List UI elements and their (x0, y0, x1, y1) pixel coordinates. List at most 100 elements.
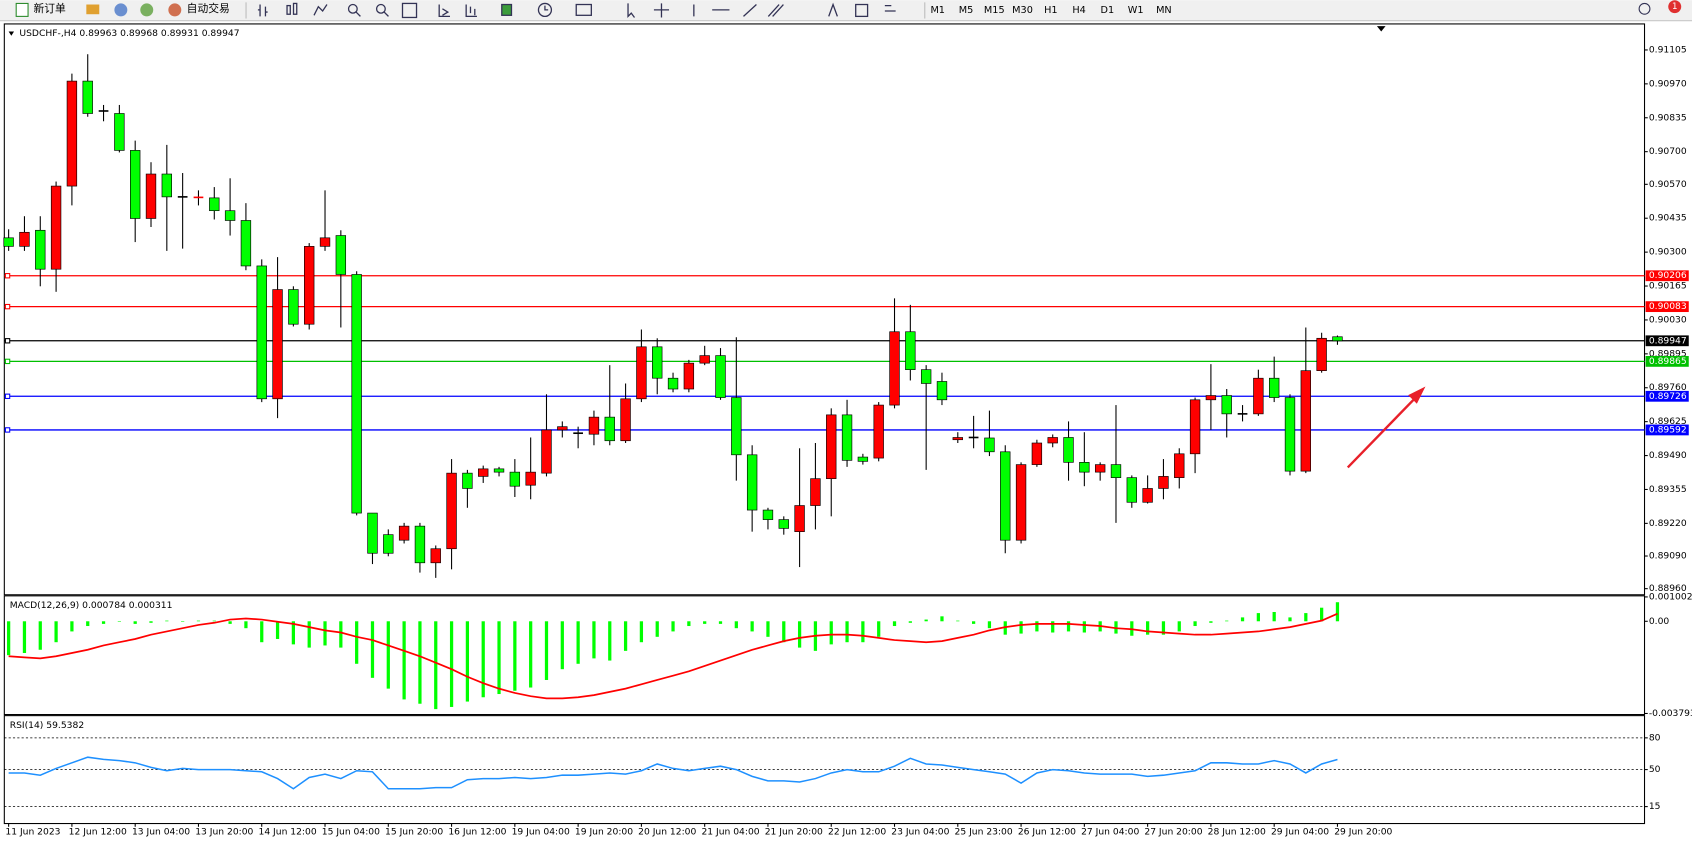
y-tick-label: 0.89355 (1649, 484, 1687, 495)
candle-body (936, 381, 948, 401)
candle-body (889, 331, 900, 406)
macd-bar (1209, 621, 1213, 623)
candle-body (905, 331, 916, 370)
candle-body (699, 355, 710, 364)
timeframe-button[interactable]: M15 (984, 5, 1005, 16)
candle-body (1094, 464, 1106, 473)
candle-body (778, 519, 789, 529)
macd-bar (1240, 617, 1245, 622)
candle-body (351, 274, 362, 514)
macd-bar (829, 621, 833, 645)
annotation-arrow (1346, 391, 1423, 469)
search-icon[interactable] (1638, 2, 1651, 15)
candle-body (1158, 476, 1169, 489)
macd-bar (655, 621, 659, 637)
macd-bar (1082, 621, 1086, 633)
timeframe-button[interactable]: MN (1156, 5, 1172, 16)
timeframe-button[interactable]: M5 (959, 5, 974, 16)
price-level-handle (4, 393, 11, 399)
macd-bar (418, 621, 422, 704)
rsi-line (8, 756, 1338, 790)
macd-bar (1335, 602, 1340, 622)
toolbar: 新订单 自动交易 M1 M5 M15 M30 H1 H4 D1 W1 MN (0, 0, 1692, 22)
y-tick-label: 0.89625 (1649, 416, 1687, 427)
candle-body (952, 437, 963, 441)
candle-body (304, 246, 315, 325)
y-tick-label: -0.003793 (1649, 708, 1692, 719)
timeframe-button[interactable]: W1 (1128, 5, 1144, 16)
y-tick-label: 0.90300 (1649, 247, 1687, 258)
macd-bar (940, 616, 944, 622)
x-tick-label: 21 Jun 04:00 (701, 827, 759, 838)
macd-bar (117, 621, 121, 622)
new-order-icon[interactable] (15, 2, 29, 17)
timeframe-button[interactable]: M30 (1012, 5, 1033, 16)
macd-bar (1161, 621, 1166, 635)
candle-body (430, 548, 441, 564)
candle-body (35, 229, 46, 270)
icon[interactable] (114, 3, 128, 17)
icon[interactable] (140, 3, 154, 17)
macd-bar (149, 621, 153, 623)
candle-body (683, 362, 695, 390)
candle-body (1316, 337, 1327, 371)
macd-bar (497, 621, 501, 695)
candle-body (493, 468, 505, 473)
auto-trading-button[interactable]: 自动交易 (187, 2, 230, 15)
notification-badge[interactable] (1668, 0, 1682, 14)
plot: 0.91105 0.90970 0.90835 0.90700 0.90570 0.904… (3, 44, 1692, 838)
macd-bar (908, 621, 912, 623)
auto-trading-icon[interactable] (168, 3, 182, 17)
price-level-handle (4, 273, 11, 279)
price-level-tag (1645, 355, 1689, 367)
candle-body (82, 80, 93, 114)
candle-body (810, 478, 821, 506)
price-level-tag (1645, 301, 1689, 313)
candle-body (525, 471, 536, 486)
timeframe-button[interactable]: M1 (930, 5, 945, 16)
y-tick-label: 0.90165 (1649, 281, 1687, 292)
x-tick-label: 13 Jun 04:00 (132, 827, 190, 838)
candle-body (1063, 437, 1074, 463)
macd-bar (70, 621, 74, 632)
candle-body (984, 437, 995, 453)
price-level-handle (4, 427, 11, 433)
candle-body (794, 505, 805, 532)
candle-body (873, 404, 884, 459)
new-order-button[interactable]: 新订单 (33, 2, 66, 15)
candle-body (272, 289, 283, 400)
macd-bar (1320, 607, 1324, 622)
macd-bar (513, 621, 517, 691)
x-tick-label: 19 Jun 20:00 (575, 827, 633, 838)
candle-body (1221, 395, 1232, 415)
candle-body (557, 426, 568, 431)
macd-bar (608, 621, 612, 661)
macd-bar (339, 621, 343, 648)
candle-body (383, 534, 394, 554)
price-level-handle (4, 338, 11, 344)
timeframe-button[interactable]: D1 (1101, 5, 1115, 16)
candle-body (1284, 397, 1296, 472)
icon[interactable] (86, 4, 100, 15)
macd-bar (481, 621, 485, 698)
macd-bar (101, 621, 106, 624)
candle-body (335, 235, 347, 275)
macd-bar (623, 621, 628, 651)
timeframe-button[interactable]: H4 (1072, 5, 1085, 16)
macd-bar (877, 621, 881, 637)
x-tick-label: 12 Jun 12:00 (69, 827, 127, 838)
y-tick-label: 0.89090 (1649, 551, 1687, 562)
candle-body (319, 237, 331, 247)
macd-bar (1256, 613, 1260, 622)
macd-bar (544, 621, 549, 680)
timeframe-button[interactable]: H1 (1044, 5, 1057, 16)
tool-icons[interactable] (257, 2, 896, 19)
candle-body (604, 416, 615, 442)
candle-body (541, 429, 552, 474)
macd-bar (465, 621, 470, 702)
x-tick-label: 27 Jun 20:00 (1144, 827, 1202, 838)
candle-body (130, 150, 141, 219)
price-level-tag (1645, 424, 1689, 436)
macd-bar (529, 621, 533, 688)
macd-bar (750, 621, 754, 632)
